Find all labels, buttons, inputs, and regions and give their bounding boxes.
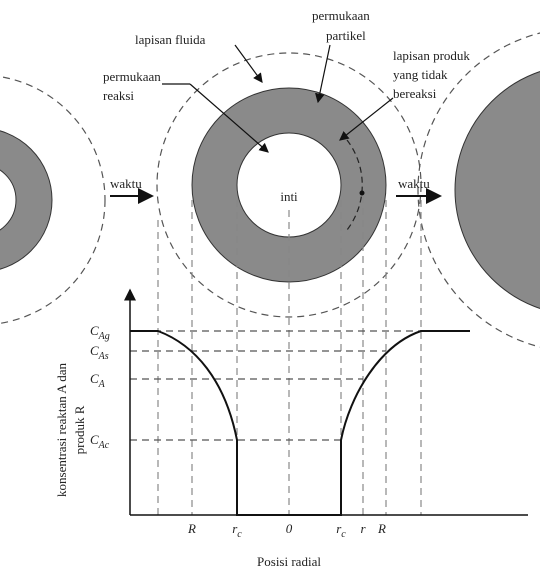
tick-subscript: A: [98, 379, 106, 390]
concentration-profile: [130, 331, 470, 515]
tick-symbol: C: [90, 323, 99, 338]
x-tick-label: 0: [286, 521, 293, 536]
time-label: waktu: [398, 176, 430, 191]
particle-surface-label: permukaan: [312, 8, 370, 23]
particle-surface-label: partikel: [326, 28, 366, 43]
x-tick-label: rc: [336, 521, 346, 540]
shrinking-core-diagram: waktu waktu inti lapisan fluida permukaa…: [0, 0, 540, 574]
tick-subscript: Ac: [98, 440, 110, 451]
tick-subscript: Ag: [98, 331, 110, 342]
core-label: inti: [280, 189, 298, 204]
reaction-surface-label: reaksi: [103, 88, 134, 103]
tick-symbol: r: [360, 521, 366, 536]
y-axis-label: produk R: [72, 405, 87, 454]
y-tick-label: CAs: [90, 343, 109, 362]
x-tick-label: R: [377, 521, 386, 536]
product-layer-label: yang tidak: [393, 67, 448, 82]
x-tick-label: r: [360, 521, 366, 536]
tick-subscript: As: [98, 351, 109, 362]
tick-symbol: 0: [286, 521, 293, 536]
x-axis-label: Posisi radial: [257, 554, 321, 569]
y-tick-label: CAg: [90, 323, 110, 342]
fluid-layer-label: lapisan fluida: [135, 32, 206, 47]
particles: [0, 28, 540, 352]
y-axis-label: konsentrasi reaktan A dan: [54, 363, 69, 497]
tick-symbol: C: [90, 432, 99, 447]
tick-symbol: R: [187, 521, 196, 536]
tick-subscript: c: [237, 529, 242, 540]
tick-symbol: C: [90, 371, 99, 386]
x-tick-label: R: [187, 521, 196, 536]
tick-symbol: C: [90, 343, 99, 358]
reaction-surface-label: permukaan: [103, 69, 161, 84]
tick-subscript: c: [341, 529, 346, 540]
product-layer-label: bereaksi: [393, 86, 437, 101]
y-axis-label: konsentrasi reaktan A dan produk R: [54, 363, 87, 497]
product-layer-label: lapisan produk: [393, 48, 470, 63]
time-label: waktu: [110, 176, 142, 191]
tick-symbol: R: [377, 521, 386, 536]
y-tick-label: CA: [90, 371, 106, 390]
x-tick-label: rc: [232, 521, 242, 540]
y-tick-label: CAc: [90, 432, 110, 451]
